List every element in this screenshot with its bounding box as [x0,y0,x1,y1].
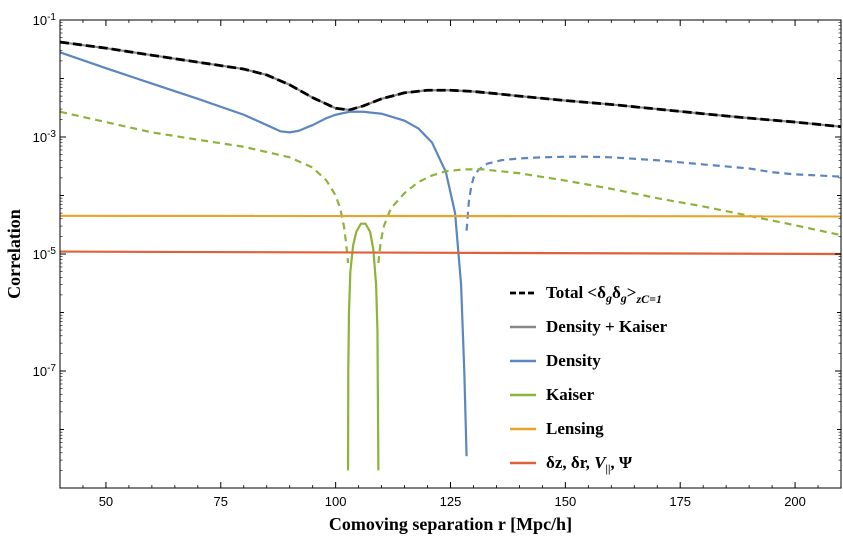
legend: Total <δgδg>zC=1 Density + Kaiser Density K… [510,283,668,475]
legend-label: Total <δgδg>zC=1 [546,283,662,306]
series-line [60,51,468,457]
x-tick-label: 100 [325,494,347,509]
legend-label: Kaiser [546,385,595,404]
x-tick-label: 75 [214,494,228,509]
legend-label: Density [546,351,601,370]
y-tick-label: 10-3 [33,129,57,146]
series-line [60,250,841,256]
series-line [346,222,380,471]
legend-label: δz, δr, V||, Ψ [546,453,633,475]
legend-label: Lensing [546,419,604,438]
x-tick-label: 150 [555,494,577,509]
series-line [377,168,841,264]
x-tick-label: 50 [99,494,113,509]
series-line [60,40,841,128]
x-axis-title: Comoving separation r [Mpc/h] [329,514,572,534]
series-line [60,214,841,218]
y-tick-label: 10-1 [33,12,57,29]
series-line [60,110,350,264]
y-tick-label: 10-5 [33,246,57,263]
series-line [60,40,841,129]
series-line [465,155,841,231]
x-tick-label: 200 [784,494,806,509]
y-axis-title: Correlation [4,209,24,299]
x-tick-label: 125 [440,494,462,509]
x-tick-label: 175 [669,494,691,509]
y-tick-label: 10-7 [33,363,57,380]
legend-label: Density + Kaiser [546,317,668,336]
